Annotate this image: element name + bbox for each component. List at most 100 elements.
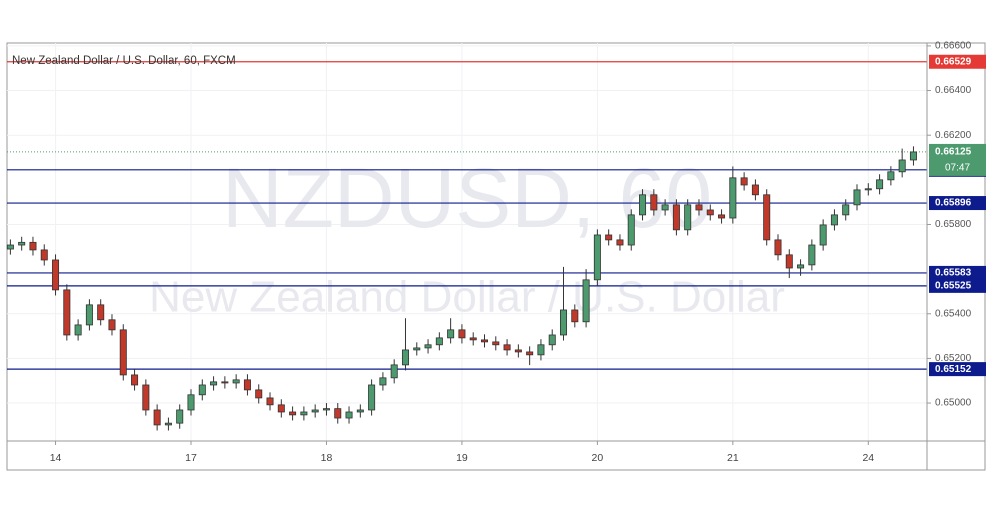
price-level-label: 0.65896 (935, 198, 972, 209)
candle-body (876, 179, 884, 190)
candle-body (108, 319, 116, 331)
x-tick-label: 19 (456, 452, 468, 464)
candle-body (345, 411, 353, 419)
candle-body (232, 379, 240, 384)
x-tick-label: 14 (50, 452, 62, 464)
x-tick-label: 21 (727, 452, 739, 464)
candle-body (277, 404, 285, 413)
candle-body (650, 194, 658, 211)
candle-body (356, 409, 364, 413)
y-tick-label: 0.65000 (935, 398, 972, 409)
candle-body (187, 394, 195, 411)
candle-body (571, 309, 579, 323)
candle-body (639, 194, 647, 216)
candle-body (503, 344, 511, 351)
candle-body (255, 389, 263, 399)
y-tick-label: 0.65200 (935, 353, 972, 364)
candle-body (52, 259, 60, 291)
candle-body (379, 377, 387, 386)
candle-body (63, 289, 71, 336)
candle-body (401, 349, 409, 366)
candle-body (605, 234, 613, 241)
candle-body (6, 244, 14, 250)
candle-body (85, 304, 93, 326)
candle-body (616, 239, 624, 246)
x-tick-label: 24 (862, 452, 874, 464)
countdown-label: 07:47 (945, 163, 970, 174)
candle-body (413, 347, 421, 351)
candle-body (672, 204, 680, 231)
candle-body (447, 329, 455, 339)
y-tick-label: 0.66400 (935, 85, 972, 96)
axes: 0.65000 0.65200 0.65400 0.65800 0.66200 0.664… (50, 41, 986, 464)
candle-body (243, 379, 251, 391)
price-level-tag (929, 265, 986, 280)
candle-body (898, 159, 906, 173)
candles (6, 146, 917, 431)
candle-body (18, 241, 26, 246)
candle-body (740, 177, 748, 186)
candle-body (819, 224, 827, 246)
candle-body (74, 324, 82, 336)
candle-body (797, 264, 805, 269)
candle-body (131, 374, 139, 386)
candle-body (368, 384, 376, 411)
candle-body (706, 209, 714, 216)
candle-body (774, 239, 782, 256)
price-level-tag (929, 362, 986, 377)
candle-body (153, 409, 161, 426)
candle-body (289, 411, 297, 416)
candle-body (322, 408, 330, 411)
candle-body (526, 351, 534, 356)
candle-body (164, 422, 172, 426)
price-level-tag (929, 196, 986, 211)
candle-body (458, 329, 466, 339)
candle-body (853, 189, 861, 206)
candle-body (887, 171, 895, 181)
candle-body (830, 214, 838, 226)
candle-body (864, 188, 872, 191)
candle-body (198, 384, 206, 396)
candle-body (695, 204, 703, 211)
y-tick-label: 0.66200 (935, 130, 972, 141)
price-level-label: 0.65583 (935, 268, 972, 279)
candle-body (210, 381, 218, 386)
candle-body (909, 151, 917, 161)
candle-body (176, 409, 184, 424)
candle-body (334, 408, 342, 419)
candle-body (97, 304, 105, 321)
x-tick-label: 20 (592, 452, 604, 464)
chart-frame (6, 42, 986, 471)
candle-body (492, 341, 500, 346)
candle-body (29, 241, 37, 251)
y-tick-label: 0.65800 (935, 219, 972, 230)
candle-body (763, 194, 771, 241)
candle-body (593, 234, 601, 281)
watermark-symbol: NZDUSD, 60 (222, 151, 712, 245)
candle-body (785, 254, 793, 269)
candle-body (390, 364, 398, 379)
candle-body (424, 344, 432, 349)
candle-body (718, 214, 726, 219)
candle-body (842, 204, 850, 216)
price-level-label: 0.65525 (935, 281, 972, 292)
candle-body (627, 214, 635, 246)
grid (7, 43, 927, 441)
chart-title: New Zealand Dollar / U.S. Dollar, 60, FX… (12, 55, 236, 67)
candle-body (142, 384, 150, 411)
y-tick-label: 0.65400 (935, 308, 972, 319)
candle-body (40, 249, 48, 261)
candle-body (560, 309, 568, 336)
candle-body (119, 329, 127, 376)
candle-body (311, 409, 319, 413)
candle-body (514, 349, 522, 353)
last-price-tag (929, 143, 986, 176)
price-level-tag (929, 278, 986, 293)
candle-body (808, 244, 816, 266)
candle-body (582, 279, 590, 323)
candle-body (469, 337, 477, 341)
candle-body (480, 339, 489, 343)
candle-body (661, 204, 669, 211)
candle-body (729, 177, 737, 219)
